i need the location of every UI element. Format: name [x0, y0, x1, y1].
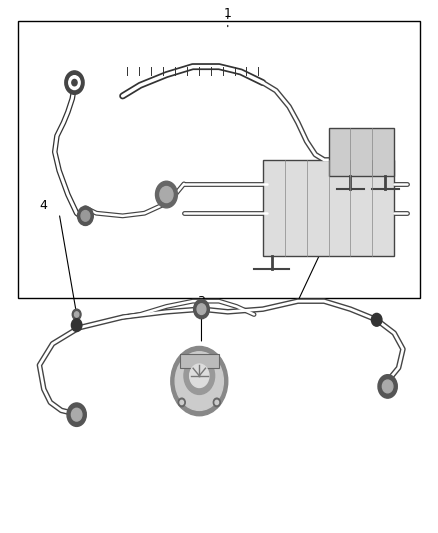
Text: 4: 4: [40, 199, 48, 212]
Circle shape: [378, 375, 397, 398]
Text: 2: 2: [329, 215, 337, 228]
Circle shape: [69, 76, 80, 90]
Circle shape: [74, 312, 79, 317]
Bar: [263, 160, 394, 256]
Circle shape: [67, 403, 86, 426]
Circle shape: [180, 400, 184, 405]
Circle shape: [194, 300, 209, 319]
Circle shape: [78, 206, 93, 225]
Circle shape: [71, 319, 82, 332]
Text: 1: 1: [224, 7, 232, 27]
Circle shape: [215, 400, 219, 405]
Circle shape: [160, 187, 173, 203]
Circle shape: [81, 211, 90, 221]
Circle shape: [190, 364, 209, 387]
Bar: [180, 354, 219, 368]
Circle shape: [175, 352, 223, 410]
Bar: [18, 21, 420, 298]
Circle shape: [184, 357, 215, 394]
Circle shape: [155, 181, 177, 208]
Circle shape: [371, 313, 382, 326]
Circle shape: [72, 309, 81, 320]
Circle shape: [197, 304, 206, 314]
Circle shape: [71, 408, 82, 421]
Circle shape: [171, 346, 228, 416]
Circle shape: [65, 71, 84, 94]
Text: 3: 3: [198, 295, 205, 308]
Circle shape: [213, 398, 220, 407]
Bar: [328, 128, 394, 176]
Circle shape: [72, 79, 77, 86]
Circle shape: [178, 398, 185, 407]
Circle shape: [382, 380, 393, 393]
